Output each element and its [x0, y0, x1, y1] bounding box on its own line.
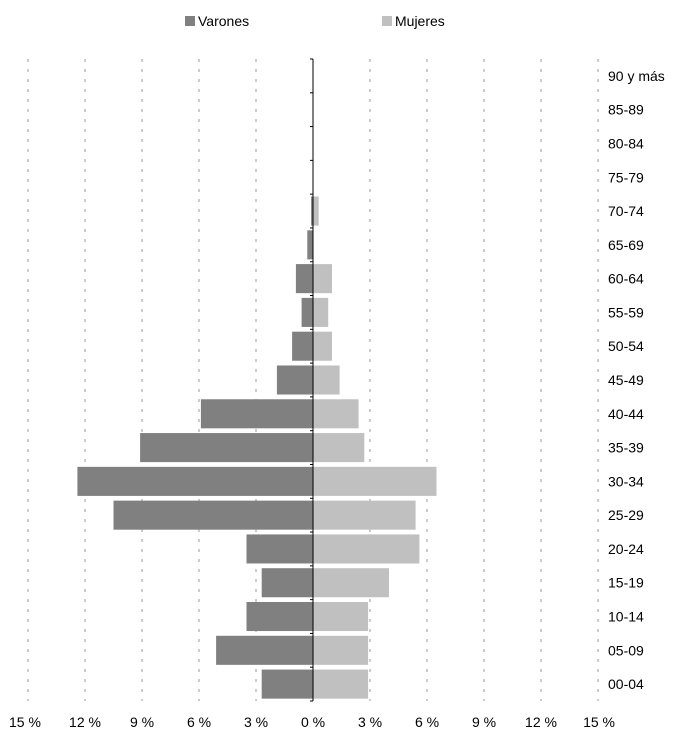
bar-female: [313, 568, 389, 598]
bar-male: [200, 399, 313, 429]
x-tick-label: 12 %: [69, 714, 101, 730]
x-tick-label: 3 %: [358, 714, 382, 730]
legend-swatch-female: [382, 16, 392, 26]
bar-female: [313, 669, 369, 699]
category-label: 10-14: [608, 609, 644, 625]
grid-lines: [27, 59, 599, 701]
bar-female: [313, 635, 369, 665]
bars: [77, 196, 437, 699]
bar-male: [295, 264, 313, 294]
x-tick-label: 0 %: [301, 714, 325, 730]
category-label: 30-34: [608, 473, 644, 489]
bar-female: [313, 297, 329, 327]
bar-female: [313, 365, 340, 395]
bar-male: [113, 500, 313, 530]
category-label: 90 y más: [608, 68, 665, 84]
category-label: 25-29: [608, 507, 644, 523]
category-label: 85-89: [608, 102, 644, 118]
x-tick-label: 15 %: [583, 714, 615, 730]
category-label: 00-04: [608, 676, 644, 692]
legend-label-male: Varones: [198, 13, 250, 29]
x-tick-label: 6 %: [415, 714, 439, 730]
category-label: 15-19: [608, 575, 644, 591]
category-label: 65-69: [608, 237, 644, 253]
bar-male: [140, 433, 313, 463]
x-tick-label: 15 %: [9, 714, 41, 730]
bar-female: [313, 534, 420, 564]
x-tick-label: 9 %: [130, 714, 154, 730]
bar-female: [313, 264, 332, 294]
bar-female: [313, 601, 369, 632]
bar-female: [313, 196, 319, 226]
bar-male: [311, 196, 313, 226]
category-label: 50-54: [608, 338, 644, 354]
center-axis: [310, 58, 314, 702]
legend-item-male: Varones: [185, 13, 249, 29]
bar-male: [246, 534, 313, 564]
bar-male: [246, 601, 313, 632]
bar-male: [301, 297, 313, 327]
x-tick-label: 9 %: [472, 714, 496, 730]
bar-male: [261, 669, 313, 699]
category-label: 70-74: [608, 203, 644, 219]
bar-female: [313, 331, 332, 361]
x-tick-label: 3 %: [244, 714, 268, 730]
bar-female: [313, 433, 365, 463]
category-label: 40-44: [608, 406, 644, 422]
x-tick-labels: 15 % 12 % 9 % 6 % 3 % 0 % 3 % 6 % 9 % 12 % 15 %: [9, 714, 615, 730]
x-tick-label: 12 %: [525, 714, 557, 730]
bar-female: [313, 466, 437, 496]
bar-female: [313, 399, 359, 429]
category-label: 05-09: [608, 642, 644, 658]
category-label: 60-64: [608, 271, 644, 287]
category-label: 35-39: [608, 440, 644, 456]
bar-male: [307, 230, 313, 260]
x-tick-label: 6 %: [187, 714, 211, 730]
bar-female: [313, 500, 416, 530]
bar-male: [216, 635, 313, 665]
legend-swatch-male: [185, 16, 195, 26]
bar-male: [77, 466, 314, 496]
bar-male: [276, 365, 313, 395]
legend-item-female: Mujeres: [382, 13, 445, 29]
category-label: 80-84: [608, 135, 644, 151]
category-label: 75-79: [608, 169, 644, 185]
category-label: 45-49: [608, 372, 644, 388]
category-label: 55-59: [608, 304, 644, 320]
category-label: 20-24: [608, 541, 644, 557]
category-labels: 90 y más 85-89 80-84 75-79 70-74 65-69 60-64 55…: [608, 68, 665, 692]
legend-label-female: Mujeres: [395, 13, 445, 29]
bar-male: [292, 331, 313, 361]
bar-male: [261, 568, 313, 598]
